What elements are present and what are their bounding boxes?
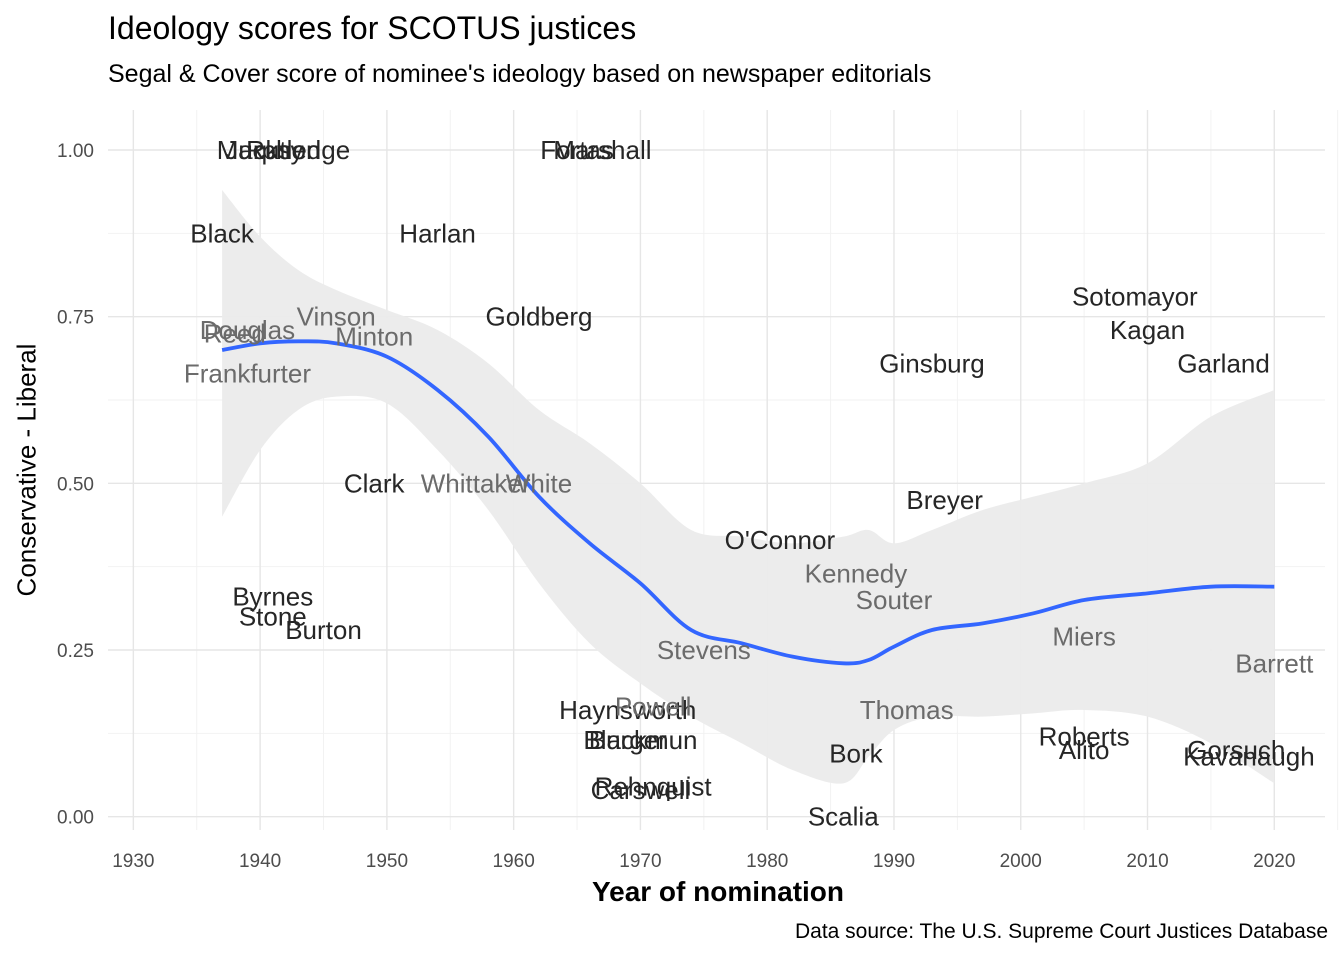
justice-label: Bork (829, 738, 883, 768)
justice-label: Miers (1052, 622, 1116, 652)
x-tick-label: 2020 (1253, 851, 1295, 872)
justice-label: Stone (239, 602, 307, 632)
x-tick-label: 2000 (1000, 851, 1042, 872)
justice-label: Jackson (225, 135, 320, 165)
smooth-fit-line (221, 339, 1275, 666)
x-tick-label: 1970 (619, 851, 661, 872)
justice-label: Alito (1059, 735, 1110, 765)
justice-label: O'Connor (725, 525, 836, 555)
confidence-band (222, 190, 1275, 784)
justice-label: Kennedy (805, 558, 908, 588)
x-tick-label: 2010 (1126, 851, 1168, 872)
justice-label: Murphy (217, 135, 304, 165)
justice-label: Garland (1177, 348, 1270, 378)
justice-label: Frankfurter (184, 358, 311, 388)
justice-label: Roberts (1039, 722, 1130, 752)
justice-label: Black (190, 218, 255, 248)
justice-label: Sotomayor (1072, 282, 1198, 312)
x-tick-label: 1990 (873, 851, 915, 872)
chart-title: Ideology scores for SCOTUS justices (108, 10, 637, 46)
y-tick-label: 1.00 (57, 141, 94, 162)
justice-label: Rutledge (246, 135, 350, 165)
chart-subtitle: Segal & Cover score of nominee's ideolog… (108, 60, 932, 88)
justice-label: Douglas (200, 315, 295, 345)
justice-label: Goldberg (486, 302, 593, 332)
x-tick-label: 1940 (239, 851, 281, 872)
justice-label: Marshall (553, 135, 651, 165)
y-tick-labels: 0.00 0.25 0.50 0.75 1.00 (57, 141, 94, 829)
x-tick-label: 1980 (746, 851, 788, 872)
justice-label: Thomas (860, 695, 954, 725)
justice-label: Kavanaugh (1183, 742, 1315, 772)
confidence-band-area (222, 190, 1275, 784)
x-tick-label: 1960 (493, 851, 535, 872)
justice-label: Powell (615, 692, 692, 722)
y-tick-label: 0.00 (57, 808, 94, 829)
justice-label: Whittaker (421, 468, 531, 498)
justice-label: Souter (856, 585, 933, 615)
justice-label: Breyer (906, 485, 983, 515)
justice-label: Harlan (399, 218, 476, 248)
x-axis-label: Year of nomination (591, 876, 845, 907)
justice-label: Gorsuch (1187, 735, 1285, 765)
x-tick-label: 1950 (366, 851, 408, 872)
justice-label: White (506, 468, 572, 498)
justice-label: Vinson (297, 302, 376, 332)
justice-label: Haynsworth (559, 695, 696, 725)
y-tick-label: 0.75 (57, 308, 94, 329)
justice-label: Blackmun (583, 725, 697, 755)
justice-label: Barrett (1235, 648, 1314, 678)
loess-fit-line (221, 339, 1275, 666)
justice-label: Minton (335, 322, 413, 352)
justice-label: Clark (344, 468, 406, 498)
justice-label: Ginsburg (879, 348, 985, 378)
justice-label: Reed (204, 318, 266, 348)
y-tick-label: 0.50 (57, 474, 94, 495)
justice-label: Carswell (591, 775, 691, 805)
justice-label: Rehnquist (595, 772, 713, 802)
x-tick-labels: 1930 1940 1950 1960 1970 1980 1990 2000 2010 2020 (112, 851, 1295, 872)
justice-label: Byrnes (232, 582, 313, 612)
y-tick-label: 0.25 (57, 641, 94, 662)
justice-label: Burger (589, 725, 667, 755)
justice-labels: Black Reed Frankfurter Douglas Murphy StoneBy… (184, 135, 1315, 832)
justice-label: Scalia (808, 802, 879, 832)
justice-label: Stevens (657, 635, 751, 665)
justice-label: Kagan (1110, 315, 1185, 345)
x-tick-label: 1930 (112, 851, 154, 872)
data-source-caption: Data source: The U.S. Supreme Court Just… (794, 920, 1328, 943)
justice-label: Fortas (540, 135, 614, 165)
justice-label: Burton (285, 615, 362, 645)
